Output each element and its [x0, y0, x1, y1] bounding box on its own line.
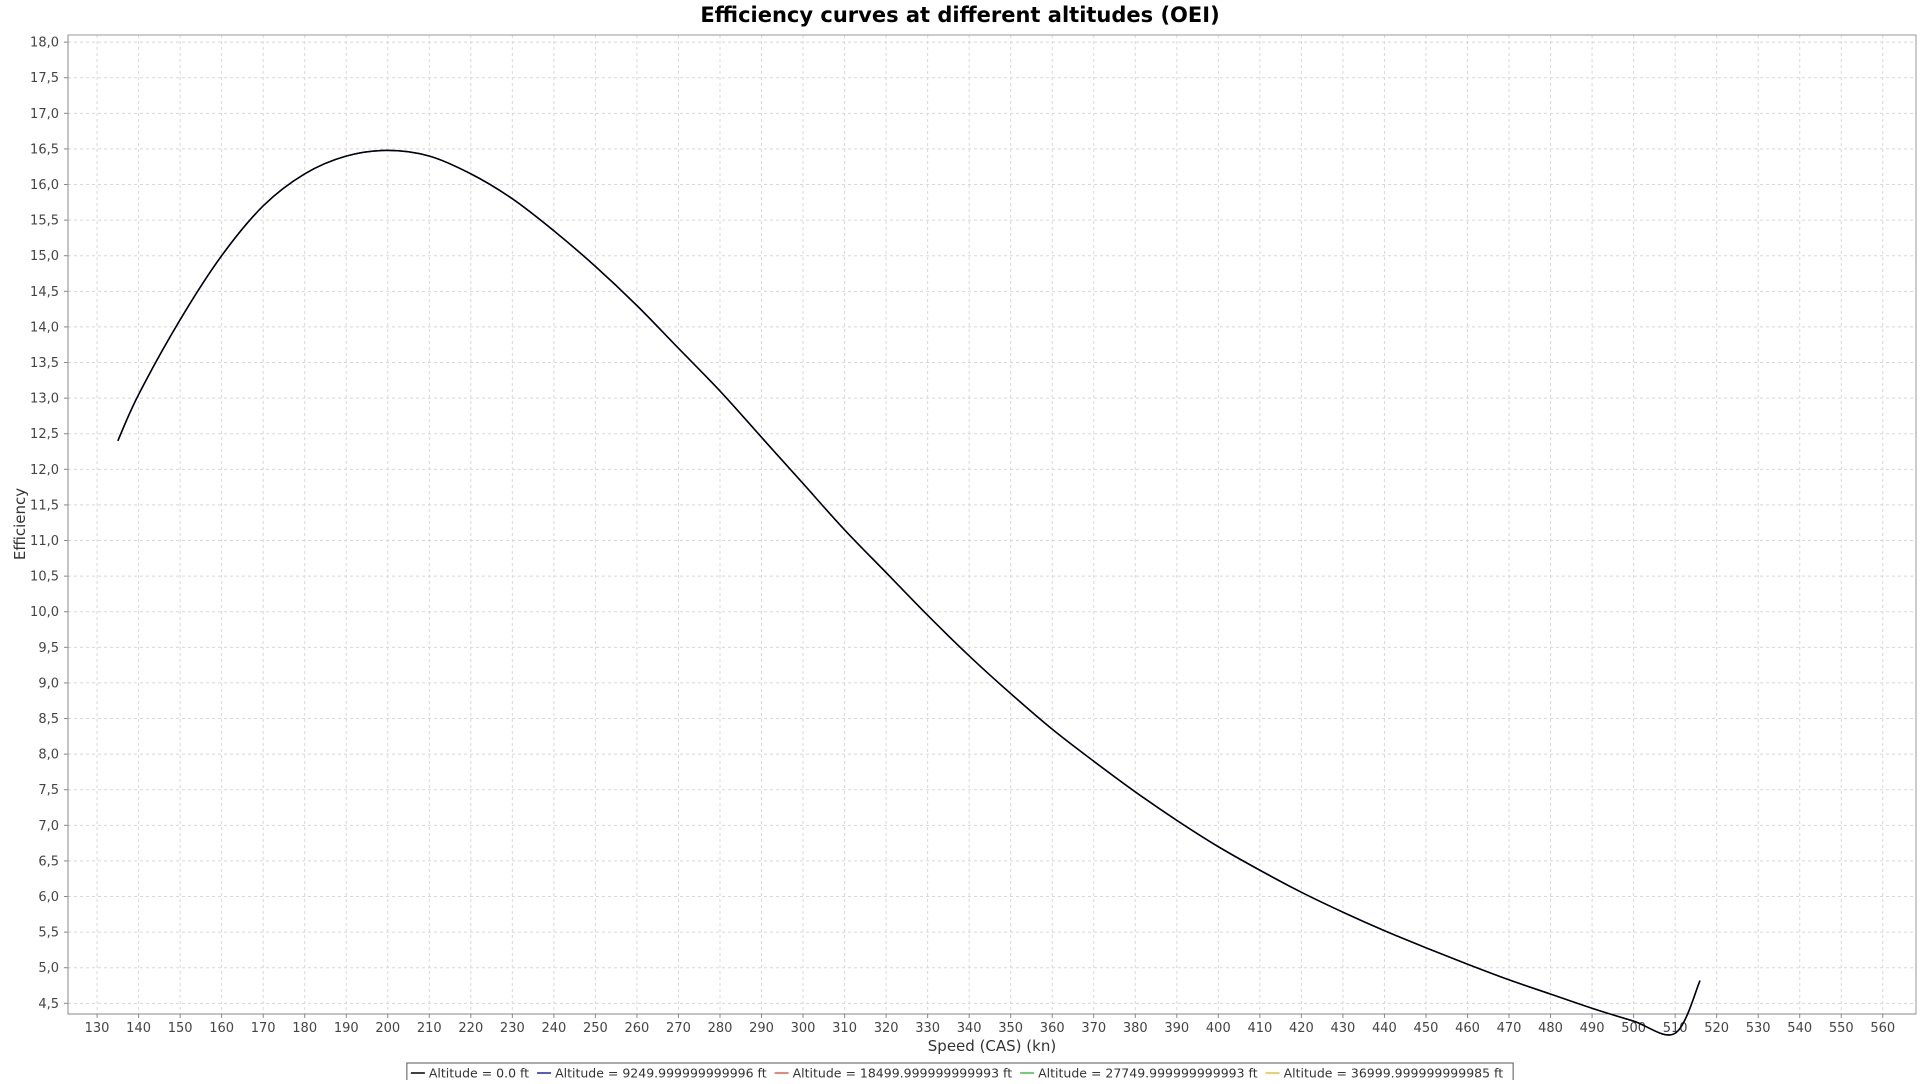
- y-tick-label: 8,0: [38, 748, 59, 763]
- x-tick-label: 310: [832, 1021, 857, 1036]
- y-tick-label: 14,0: [30, 320, 59, 335]
- x-tick-label: 370: [1081, 1021, 1106, 1036]
- x-tick-label: 550: [1829, 1021, 1854, 1036]
- y-tick-label: 11,5: [30, 498, 59, 513]
- x-tick-label: 540: [1787, 1021, 1812, 1036]
- x-tick-label: 130: [85, 1021, 110, 1036]
- x-tick-label: 260: [625, 1021, 650, 1036]
- y-axis-title: Efficiency: [11, 488, 29, 560]
- x-tick-label: 430: [1330, 1021, 1355, 1036]
- x-tick-label: 270: [666, 1021, 691, 1036]
- y-tick-label: 16,5: [30, 142, 59, 157]
- y-tick-label: 5,0: [38, 961, 59, 976]
- x-tick-label: 450: [1414, 1021, 1439, 1036]
- legend-label: Altitude = 36999.999999999985 ft: [1284, 1066, 1504, 1081]
- chart-title: Efficiency curves at different altitudes…: [700, 3, 1219, 27]
- y-tick-label: 8,5: [38, 712, 59, 727]
- x-tick-label: 230: [500, 1021, 525, 1036]
- y-tick-label: 6,0: [38, 890, 59, 905]
- x-tick-label: 380: [1123, 1021, 1148, 1036]
- legend-label: Altitude = 0.0 ft: [429, 1066, 529, 1081]
- y-tick-label: 16,0: [30, 178, 59, 193]
- legend: Altitude = 0.0 ft Altitude = 9249.9999999…: [406, 1062, 1514, 1084]
- x-tick-label: 410: [1247, 1021, 1272, 1036]
- y-tick-label: 13,0: [30, 392, 59, 407]
- x-tick-label: 330: [915, 1021, 940, 1036]
- x-tick-label: 150: [168, 1021, 193, 1036]
- grid-lines: [68, 35, 1916, 1014]
- x-tick-label: 210: [417, 1021, 442, 1036]
- x-axis-title: Speed (CAS) (kn): [928, 1037, 1056, 1055]
- x-tick-label: 350: [998, 1021, 1023, 1036]
- y-tick-label: 12,5: [30, 427, 59, 442]
- y-tick-label: 10,5: [30, 570, 59, 585]
- x-tick-label: 280: [708, 1021, 733, 1036]
- x-tick-label: 560: [1870, 1021, 1895, 1036]
- x-tick-label: 180: [292, 1021, 317, 1036]
- series-layer: [117, 149, 1701, 1036]
- y-axis: 4,5 5,0 5,5 6,0 6,5 7,0 7,5 8,0 8,5 9,0 9,5 10,0 10,…: [30, 35, 69, 1014]
- y-tick-label: 15,5: [30, 214, 59, 229]
- x-tick-label: 400: [1206, 1021, 1231, 1036]
- y-tick-label: 4,5: [38, 997, 59, 1012]
- y-tick-label: 7,5: [38, 783, 59, 798]
- y-tick-label: 10,0: [30, 605, 59, 620]
- series-line: [117, 149, 1701, 1036]
- x-tick-label: 420: [1289, 1021, 1314, 1036]
- x-tick-label: 300: [791, 1021, 816, 1036]
- x-tick-label: 510: [1663, 1021, 1688, 1036]
- x-tick-label: 390: [1164, 1021, 1189, 1036]
- y-tick-label: 5,5: [38, 926, 59, 941]
- x-tick-label: 240: [541, 1021, 566, 1036]
- x-tick-label: 480: [1538, 1021, 1563, 1036]
- y-tick-label: 17,5: [30, 71, 59, 86]
- x-tick-label: 140: [126, 1021, 151, 1036]
- x-tick-label: 170: [251, 1021, 276, 1036]
- x-tick-label: 460: [1455, 1021, 1480, 1036]
- x-tick-label: 360: [1040, 1021, 1065, 1036]
- y-tick-label: 15,0: [30, 249, 59, 264]
- y-tick-label: 11,0: [30, 534, 59, 549]
- x-tick-label: 500: [1621, 1021, 1646, 1036]
- x-tick-label: 200: [375, 1021, 400, 1036]
- legend-label: Altitude = 9249.999999999996 ft: [555, 1066, 767, 1081]
- legend-items: Altitude = 0.0 ft Altitude = 9249.9999999…: [410, 1066, 1504, 1081]
- x-tick-label: 340: [957, 1021, 982, 1036]
- y-tick-label: 9,5: [38, 641, 59, 656]
- x-tick-label: 220: [458, 1021, 483, 1036]
- x-tick-label: 470: [1497, 1021, 1522, 1036]
- x-tick-label: 530: [1746, 1021, 1771, 1036]
- x-tick-label: 440: [1372, 1021, 1397, 1036]
- y-tick-label: 6,5: [38, 854, 59, 869]
- x-tick-label: 250: [583, 1021, 608, 1036]
- y-tick-label: 18,0: [30, 36, 59, 51]
- legend-label: Altitude = 18499.999999999993 ft: [793, 1066, 1013, 1081]
- legend-label: Altitude = 27749.999999999993 ft: [1038, 1066, 1258, 1081]
- x-tick-label: 320: [874, 1021, 899, 1036]
- y-tick-label: 7,0: [38, 819, 59, 834]
- x-tick-label: 160: [209, 1021, 234, 1036]
- x-tick-label: 290: [749, 1021, 774, 1036]
- y-tick-label: 17,0: [30, 107, 59, 122]
- y-tick-label: 14,5: [30, 285, 59, 300]
- x-axis: 130 140 150 160 170 180 190 200 210 220 230 240 250 2…: [68, 1013, 1916, 1036]
- y-tick-label: 9,0: [38, 676, 59, 691]
- y-tick-label: 12,0: [30, 463, 59, 478]
- x-tick-label: 190: [334, 1021, 359, 1036]
- x-tick-label: 520: [1704, 1021, 1729, 1036]
- x-tick-label: 490: [1580, 1021, 1605, 1036]
- y-tick-label: 13,5: [30, 356, 59, 371]
